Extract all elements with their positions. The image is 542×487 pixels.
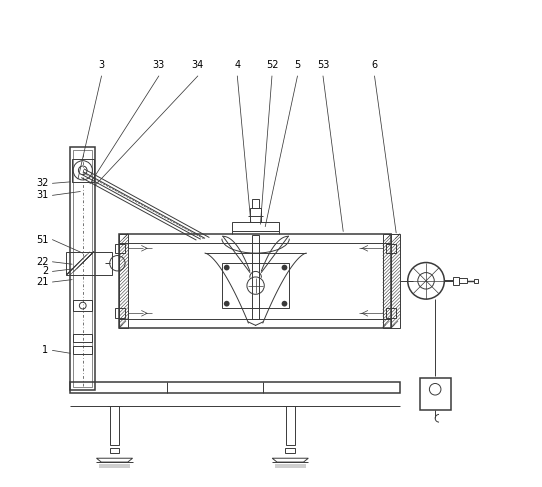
Bar [286, 448, 295, 453]
Circle shape [282, 264, 287, 270]
Text: 31: 31 [36, 190, 49, 200]
Bar [420, 378, 451, 410]
Bar [252, 199, 259, 208]
Circle shape [282, 301, 287, 307]
Text: 4: 4 [234, 60, 240, 70]
Bar [385, 308, 396, 318]
Bar [286, 406, 295, 445]
Circle shape [224, 301, 230, 307]
Text: 53: 53 [317, 60, 329, 70]
Bar [251, 235, 260, 319]
Bar [222, 263, 289, 308]
Bar [110, 406, 119, 445]
Text: 5: 5 [294, 60, 301, 70]
Bar [114, 308, 125, 318]
Text: 52: 52 [266, 60, 278, 70]
Text: 21: 21 [36, 277, 49, 287]
Text: 33: 33 [153, 60, 165, 70]
Bar [233, 222, 279, 231]
Bar [73, 346, 92, 354]
Circle shape [224, 264, 230, 270]
Text: 34: 34 [192, 60, 204, 70]
Bar [391, 234, 400, 328]
Bar [72, 159, 94, 182]
Bar [109, 448, 119, 453]
Bar [119, 234, 391, 328]
Bar [70, 147, 95, 391]
Text: 32: 32 [36, 178, 49, 188]
Bar [73, 150, 92, 388]
Text: 2: 2 [42, 266, 49, 277]
Bar [453, 277, 459, 285]
Bar [474, 279, 478, 283]
Text: 22: 22 [36, 257, 49, 267]
Bar [119, 234, 128, 328]
Bar [70, 382, 400, 393]
Bar [385, 244, 396, 253]
Bar [459, 279, 467, 283]
Text: 1: 1 [42, 345, 49, 356]
Bar [250, 208, 261, 222]
Bar [73, 300, 92, 311]
Bar [73, 334, 92, 342]
Bar [66, 252, 112, 275]
Text: 51: 51 [36, 235, 49, 244]
Bar [383, 234, 391, 328]
Text: 3: 3 [99, 60, 105, 70]
Text: 6: 6 [371, 60, 378, 70]
Bar [114, 244, 125, 253]
